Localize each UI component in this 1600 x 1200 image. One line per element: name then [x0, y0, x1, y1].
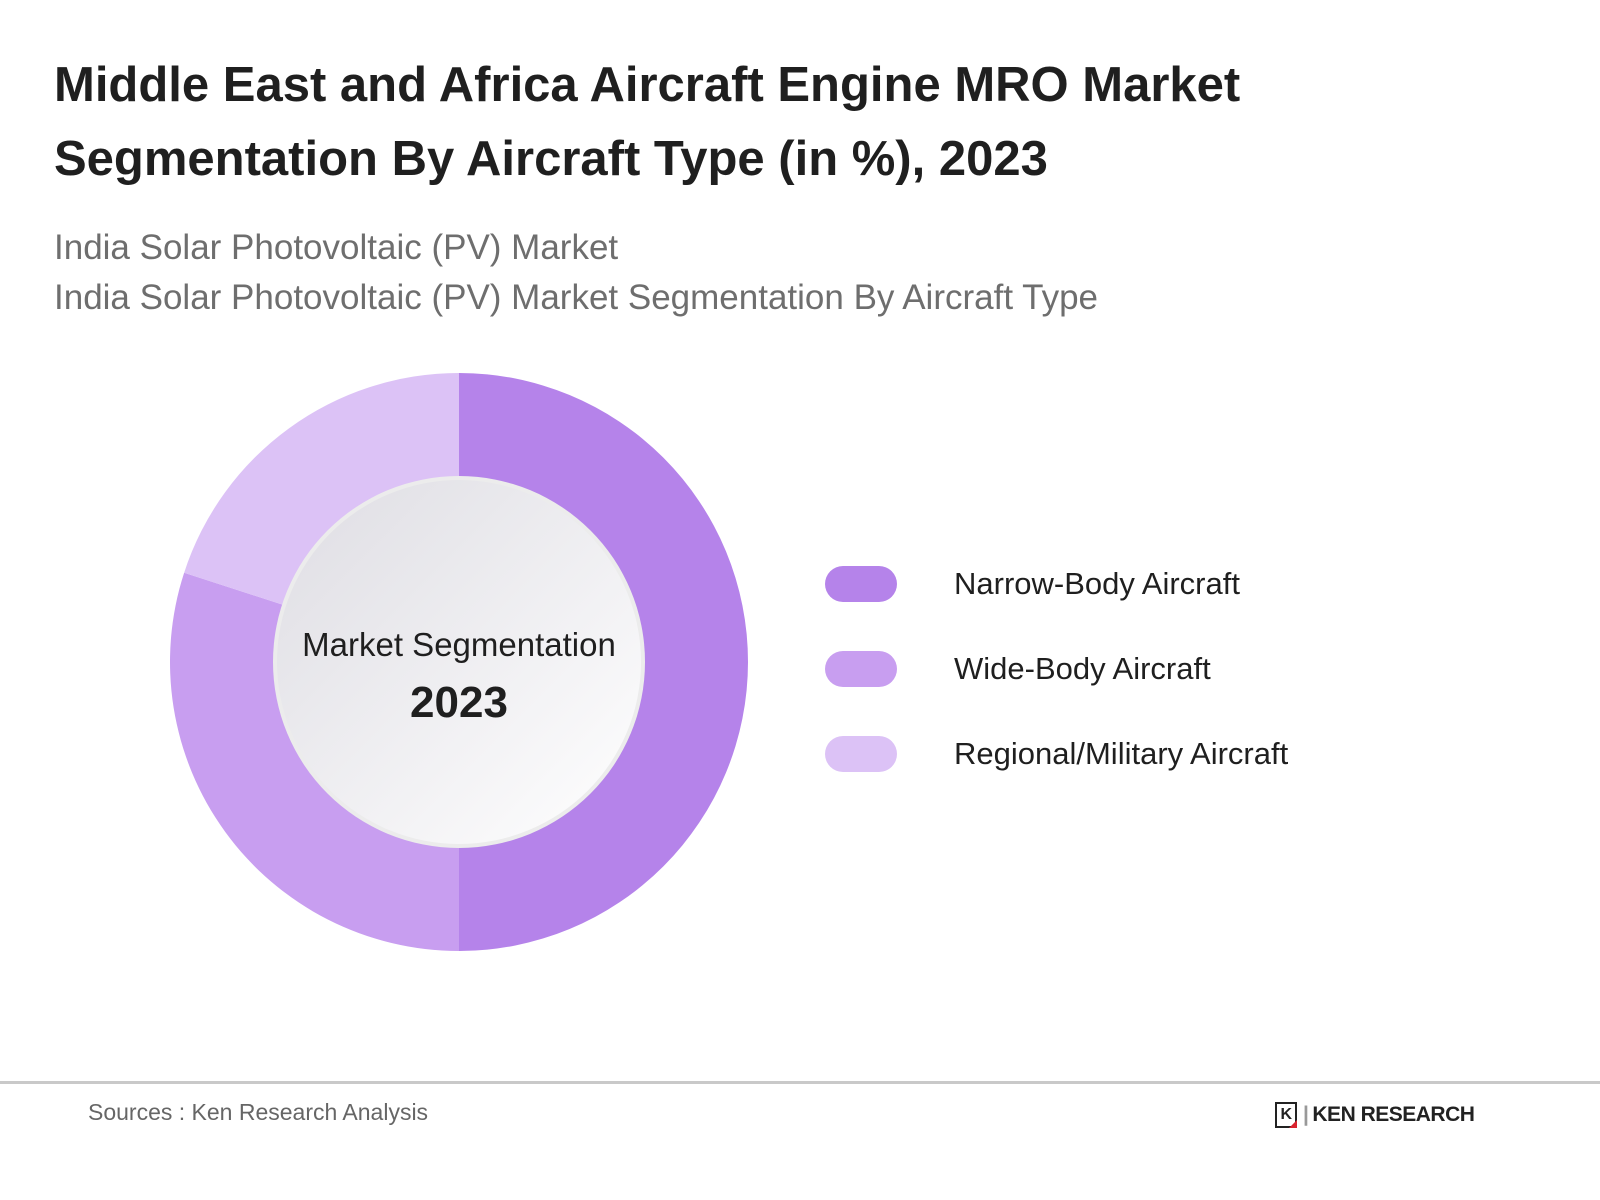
title-line-1: Middle East and Africa Aircraft Engine M… [54, 58, 1241, 112]
ken-research-logo: K | KEN RESEARCH [1275, 1102, 1475, 1128]
logo-k-icon: K [1275, 1102, 1297, 1128]
slice-regional-military-aircraft [184, 373, 460, 607]
center-disc [277, 480, 641, 844]
legend-item: Wide-Body Aircraft [825, 651, 1211, 687]
legend-item: Regional/Military Aircraft [825, 736, 1288, 772]
title-line-2: Segmentation By Aircraft Type (in %), 20… [54, 132, 1048, 186]
legend-label: Regional/Military Aircraft [954, 736, 1289, 771]
footer-divider [0, 1081, 1600, 1084]
slice-wide-body-aircraft [169, 572, 459, 951]
legend-label: Wide-Body Aircraft [954, 651, 1211, 686]
subtitle-line-1: India Solar Photovoltaic (PV) Market [54, 228, 619, 267]
legend-swatch [825, 651, 897, 687]
chart-title: Middle East and Africa Aircraft Engine M… [54, 48, 1454, 196]
source-note: Sources : Ken Research Analysis [88, 1099, 429, 1125]
legend-label: Narrow-Body Aircraft [954, 566, 1240, 601]
center-year: 2023 [410, 678, 508, 727]
legend-item: Narrow-Body Aircraft [825, 566, 1240, 602]
legend-swatch [825, 566, 897, 602]
subtitle-line-2: India Solar Photovoltaic (PV) Market Seg… [54, 278, 1099, 317]
slice-narrow-body-aircraft [459, 373, 748, 951]
center-label: Market Segmentation [302, 626, 616, 663]
legend-swatch [825, 736, 897, 772]
logo-text: KEN RESEARCH [1312, 1103, 1475, 1126]
